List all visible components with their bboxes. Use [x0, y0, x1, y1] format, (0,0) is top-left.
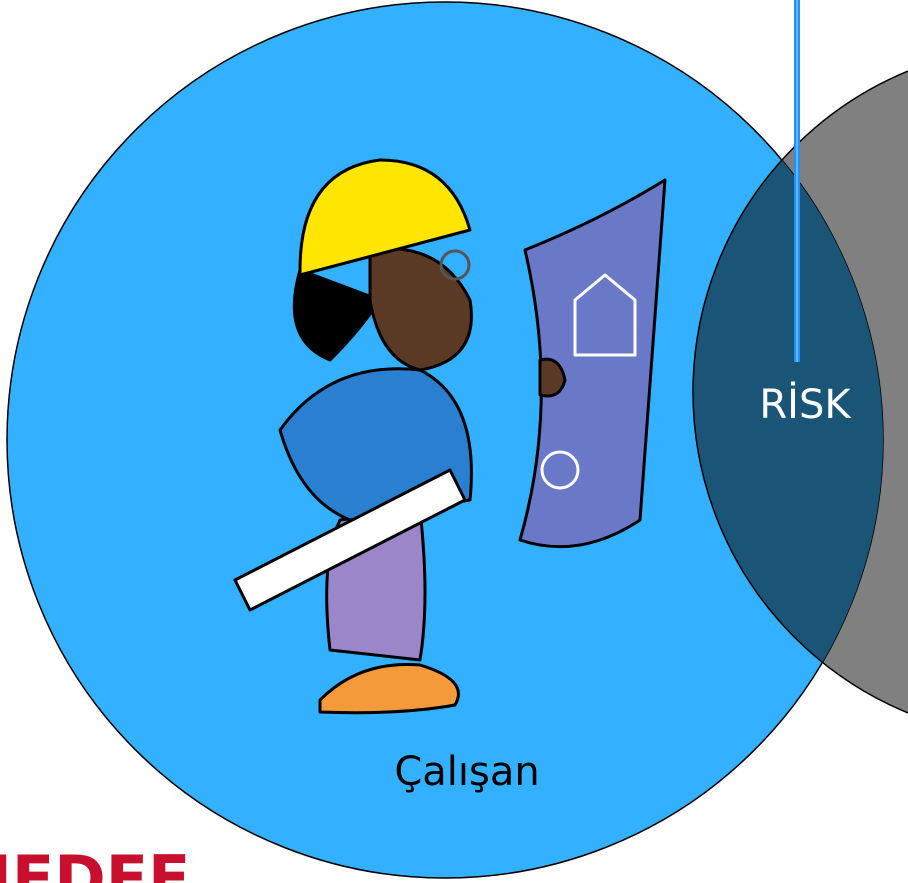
employee-label: Çalışan	[394, 749, 539, 795]
page: RİSK Çalışan HEDEF (() => { const data =…	[0, 0, 908, 883]
risk-label: RİSK	[759, 380, 852, 428]
diagram: RİSK Çalışan HEDEF	[0, 0, 908, 883]
target-label: HEDEF	[0, 842, 190, 883]
